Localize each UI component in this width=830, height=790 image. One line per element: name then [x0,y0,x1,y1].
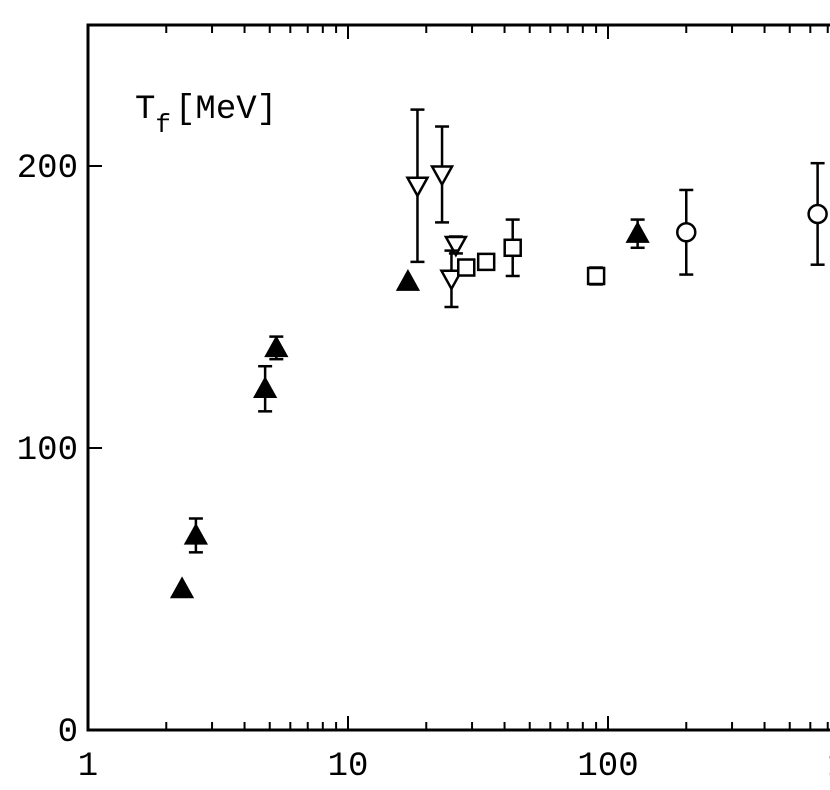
marker [476,252,496,272]
marker [252,376,278,399]
y-label-subscript: f [155,110,171,140]
marker [443,235,469,258]
marker [676,222,697,243]
marker [807,203,828,225]
y-tick-label: 200 [17,150,78,188]
marker [503,238,522,258]
marker [405,176,430,199]
marker [395,269,421,291]
marker [625,221,650,243]
x-tick-label: 1 [78,748,98,786]
y-label-unit: [MeV] [175,91,277,129]
y-label-symbol: T [135,91,155,129]
marker [183,522,209,545]
y-tick-label: 0 [58,714,78,752]
marker [169,576,195,599]
y-label: Tf [MeV] [135,91,277,140]
plot-frame [86,23,830,732]
y-tick-label: 100 [17,432,78,470]
marker [264,335,289,358]
marker [586,266,606,286]
marker [457,258,476,277]
marker [429,165,455,188]
x-tick-label: 100 [577,748,638,786]
x-tick-label: 10 [328,748,369,786]
marker [439,269,464,292]
